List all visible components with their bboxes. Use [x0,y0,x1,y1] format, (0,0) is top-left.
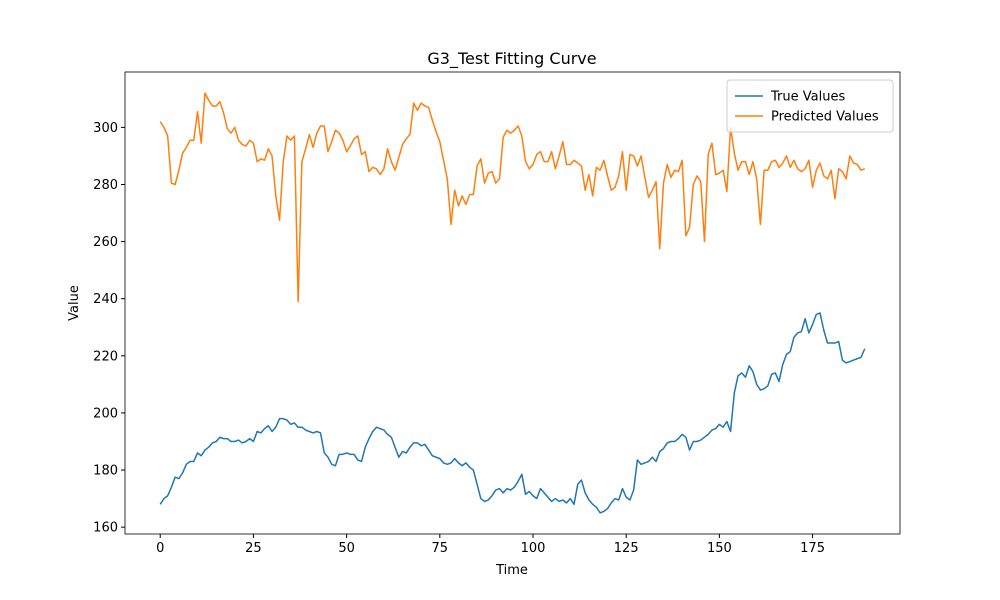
x-tick-label: 175 [800,541,825,556]
data-line [159,312,866,514]
y-tick-label: 280 [93,178,118,193]
y-tick-label: 160 [93,521,118,536]
y-tick-label: 260 [93,235,118,250]
chart-title: G3_Test Fitting Curve [427,49,596,69]
y-tick-label: 180 [93,464,118,479]
x-axis-label: Time [495,563,528,578]
x-tick-label: 100 [521,541,546,556]
y-tick-label: 220 [93,349,118,364]
legend-box [726,79,894,133]
data-line [159,92,866,303]
legend-label: True Values [770,90,845,105]
y-tick-label: 200 [93,406,118,421]
x-tick-label: 25 [245,541,262,556]
x-tick-label: 150 [707,541,732,556]
y-tick-label: 300 [93,121,118,136]
legend-label: Predicted Values [771,110,879,125]
axes-frame [124,71,901,535]
x-tick-label: 0 [156,541,164,556]
x-tick-label: 50 [338,541,355,556]
x-tick-label: 75 [432,541,449,556]
y-axis-label: Value [67,285,82,321]
y-tick-label: 240 [93,292,118,307]
x-tick-label: 125 [614,541,639,556]
